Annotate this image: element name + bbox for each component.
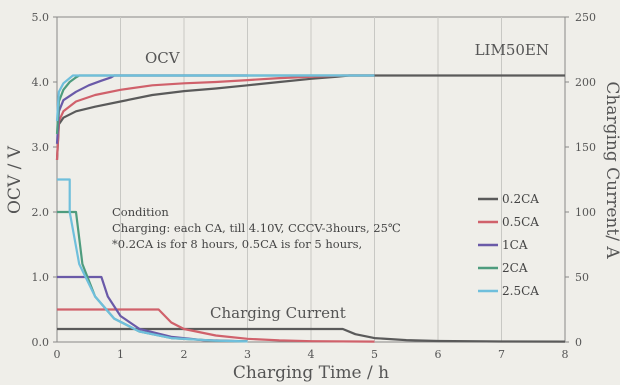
y-tick-label-right: 0 xyxy=(575,336,582,349)
y-axis-label-right: Charging Current/ A xyxy=(602,81,620,259)
y-tick-label-left: 0.0 xyxy=(32,336,50,349)
legend: 0.2CA 0.5CA 1CA 2CA 2.5CA xyxy=(478,192,539,298)
legend-label-2ca: 2CA xyxy=(502,261,528,275)
y-tick-label-left: 1.0 xyxy=(32,271,50,284)
y-axis-label-left: OCV / V xyxy=(5,145,25,214)
y-tick-label-left: 2.0 xyxy=(32,206,50,219)
y-tick-label-right: 50 xyxy=(575,271,589,284)
ocv-line-2-5ca xyxy=(55,74,375,122)
x-tick-label: 3 xyxy=(244,348,251,361)
x-tick-label: 7 xyxy=(498,348,505,361)
chart-title: LIM50EN xyxy=(475,41,549,59)
current-line-2-5ca xyxy=(57,178,248,343)
x-axis-label: Charging Time / h xyxy=(233,363,389,383)
legend-label-0-5ca: 0.5CA xyxy=(502,215,539,229)
y-tick-label-left: 4.0 xyxy=(32,76,50,89)
ocv-line-0-5ca xyxy=(55,74,375,161)
current-annotation: Charging Current xyxy=(210,304,346,322)
x-tick-label: 2 xyxy=(181,348,188,361)
current-line-0-2ca xyxy=(57,327,566,343)
condition-line-2: *0.2CA is for 8 hours, 0.5CA is for 5 ho… xyxy=(112,237,362,251)
x-tick-label: 4 xyxy=(308,348,315,361)
legend-label-0-2ca: 0.2CA xyxy=(502,192,539,206)
ocv-annotation: OCV xyxy=(145,49,181,67)
ocv-line-0-2ca xyxy=(55,74,565,161)
condition-line-1: Charging: each CA, till 4.10V, CCCV-3hou… xyxy=(112,221,401,235)
y-tick-label-left: 3.0 xyxy=(32,141,50,154)
y-tick-label-right: 150 xyxy=(575,141,596,154)
y-tick-label-left: 5.0 xyxy=(32,11,50,24)
x-tick-label: 1 xyxy=(117,348,124,361)
x-tick-label: 6 xyxy=(435,348,442,361)
y-tick-label-right: 250 xyxy=(575,11,596,24)
y-tick-label-right: 100 xyxy=(575,206,596,219)
x-tick-label: 5 xyxy=(371,348,378,361)
current-line-0-5ca xyxy=(57,308,375,343)
legend-label-2-5ca: 2.5CA xyxy=(502,284,539,298)
y-tick-label-right: 200 xyxy=(575,76,596,89)
legend-label-1ca: 1CA xyxy=(502,238,528,252)
x-tick-label: 8 xyxy=(562,348,569,361)
condition-title: Condition xyxy=(112,205,169,219)
x-tick-label: 0 xyxy=(54,348,61,361)
